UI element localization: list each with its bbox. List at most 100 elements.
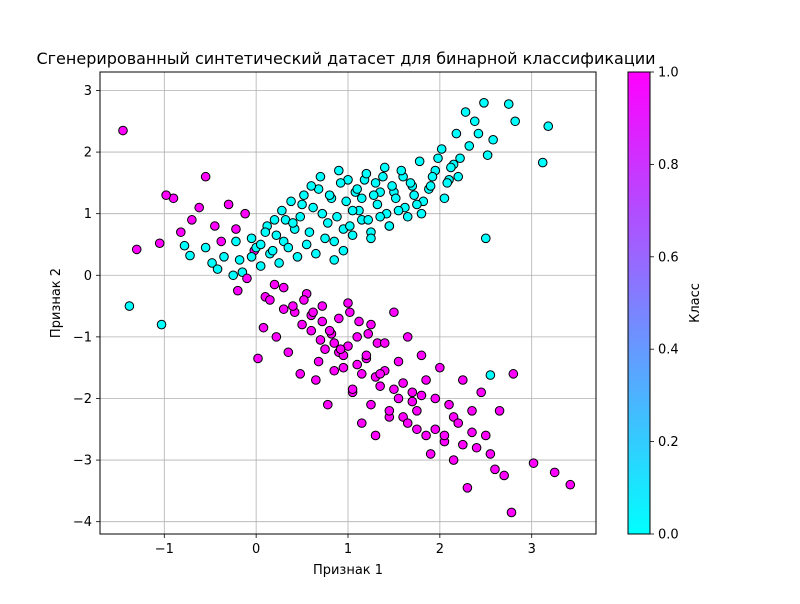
colorbar-tick-label: 1.0 [658,66,679,81]
data-point-class-0 [453,171,464,182]
y-tick-label: 3 [84,84,92,99]
data-point-class-1 [306,325,317,336]
colorbar-tick-label: 0.2 [658,435,679,450]
data-point-class-1 [393,393,404,404]
data-point-class-1 [161,190,171,200]
data-point-class-0 [277,205,287,216]
data-point-class-0 [283,242,294,253]
y-tick-label: 0 [84,269,92,284]
data-point-class-0 [311,248,321,259]
x-tick-label: 3 [528,542,536,557]
data-point-class-0 [503,99,514,109]
data-point-class-0 [179,240,190,251]
data-point-class-0 [473,128,484,139]
data-point-class-1 [269,279,280,290]
data-point-class-0 [317,208,328,219]
data-point-class-1 [528,458,539,468]
data-point-class-1 [407,387,418,398]
data-point-class-1 [393,356,404,367]
data-point-class-0 [255,239,266,250]
data-point-class-0 [436,144,447,154]
data-point-class-1 [313,356,324,367]
data-point-class-1 [356,369,367,379]
data-point-class-0 [288,218,298,228]
data-point-class-1 [258,322,269,333]
data-point-class-1 [412,406,422,416]
data-point-class-1 [375,381,385,391]
data-point-class-1 [311,375,321,385]
data-point-class-0 [425,181,436,191]
data-point-class-0 [543,121,554,132]
data-point-class-1 [565,479,576,490]
data-point-class-0 [390,193,401,204]
data-point-class-0 [260,227,271,237]
data-point-class-1 [210,221,220,231]
data-point-class-0 [409,190,419,200]
data-point-class-0 [347,230,358,241]
data-point-class-1 [242,273,252,284]
x-tick-label: 0 [252,542,260,557]
data-point-class-1 [407,396,418,407]
data-point-class-1 [278,304,289,314]
data-point-class-1 [480,430,491,441]
data-point-class-0 [156,319,167,330]
data-point-class-0 [267,245,278,256]
data-point-class-0 [402,211,413,222]
data-point-class-1 [265,295,275,305]
data-point-class-1 [200,171,211,182]
data-point-class-0 [379,162,390,173]
data-point-class-0 [306,181,317,191]
data-point-class-0 [412,199,422,210]
data-point-class-1 [315,335,326,345]
data-point-class-0 [372,199,383,210]
data-point-class-0 [446,162,456,173]
data-point-class-0 [299,190,309,200]
y-tick-label: −3 [73,454,92,469]
data-point-class-1 [471,442,482,453]
data-point-class-0 [485,370,496,380]
data-point-class-0 [292,251,303,262]
colorbar-tick-label: 0.4 [658,343,679,358]
data-point-class-0 [464,141,475,151]
data-point-class-0 [427,171,438,182]
data-point-class-1 [295,369,306,379]
data-point-class-0 [338,245,349,256]
data-point-class-0 [334,165,344,176]
data-point-class-0 [356,193,367,204]
data-point-class-1 [430,393,441,404]
data-point-class-0 [375,211,385,222]
data-point-class-1 [421,375,431,385]
data-point-class-1 [240,208,250,219]
data-point-class-0 [255,261,266,271]
data-point-class-0 [416,208,427,219]
data-point-class-1 [288,301,298,311]
data-point-class-1 [329,365,340,376]
data-point-class-1 [223,199,234,210]
data-point-class-1 [297,319,307,330]
grid [100,72,596,534]
data-point-class-0 [295,211,306,222]
data-point-class-1 [320,344,330,355]
data-point-class-1 [338,362,349,373]
data-point-class-0 [482,150,493,160]
data-point-class-0 [460,107,471,117]
colorbar-label: Класс [688,283,703,323]
data-point-class-1 [363,329,374,339]
data-point-class-0 [510,116,520,127]
data-point-class-1 [131,244,142,255]
data-point-class-1 [425,449,436,459]
data-point-class-0 [537,157,548,168]
data-point-class-1 [375,369,385,379]
data-point-class-1 [485,449,496,459]
data-point-class-1 [347,384,358,395]
colorbar [627,71,651,535]
data-point-class-1 [448,455,459,465]
data-point-class-0 [274,258,284,268]
data-point-class-0 [219,251,229,262]
data-point-class-1 [412,424,422,435]
data-point-class-1 [324,325,335,336]
data-point-class-1 [506,507,517,518]
data-point-class-1 [398,378,408,388]
x-axis-label: Признак 1 [313,563,383,578]
colorbar-tick-label: 0.8 [658,158,679,173]
